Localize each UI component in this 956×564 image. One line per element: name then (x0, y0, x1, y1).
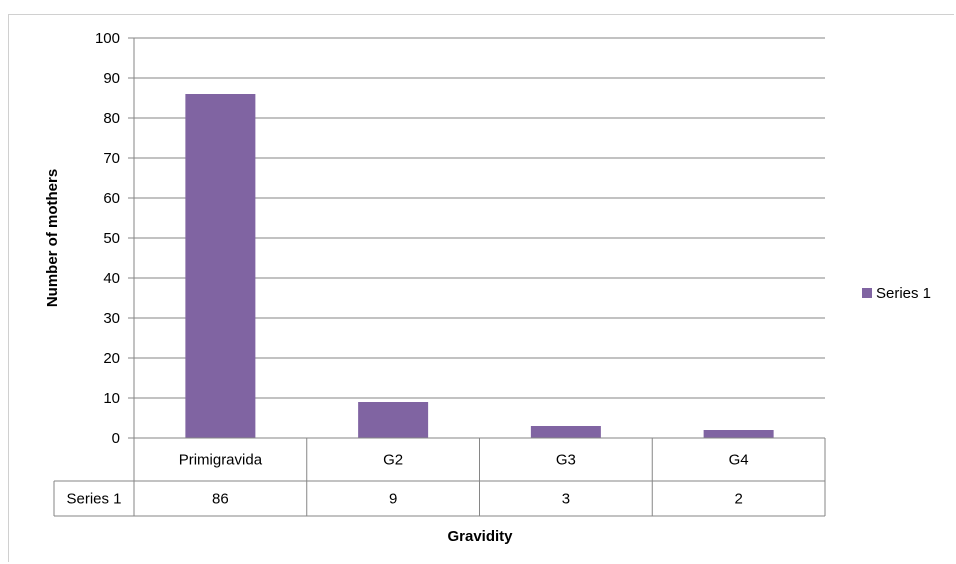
table-value: 3 (562, 491, 570, 508)
legend: Series 1 (862, 285, 931, 302)
y-tick-label: 80 (103, 110, 120, 127)
x-category-label: G2 (383, 452, 403, 469)
table-row-label: Series 1 (66, 491, 121, 508)
chart-frame (8, 14, 954, 562)
y-tick-label: 60 (103, 190, 120, 207)
y-tick-label: 40 (103, 270, 120, 287)
y-tick-label: 50 (103, 230, 120, 247)
x-category-label: Primigravida (179, 452, 263, 469)
table-value: 86 (212, 491, 229, 508)
x-axis-title: Gravidity (447, 528, 513, 545)
bars (185, 94, 774, 438)
table-value: 9 (389, 491, 397, 508)
bar (185, 94, 256, 438)
legend-swatch (862, 288, 872, 298)
y-tick-label: 100 (95, 30, 120, 47)
y-tick-label: 0 (112, 430, 120, 447)
bar (530, 426, 601, 438)
data-table: Primigravida 86 G2 9 G3 3 G4 2 Series 1 (53, 437, 826, 517)
y-tick-label: 70 (103, 150, 120, 167)
x-category-label: G3 (556, 452, 576, 469)
table-value: 2 (734, 491, 742, 508)
y-tick-label: 10 (103, 390, 120, 407)
bar (703, 430, 774, 438)
bar (358, 402, 429, 438)
legend-label: Series 1 (876, 285, 931, 302)
y-tick-labels: 0 10 20 30 40 50 60 70 80 90 100 (95, 30, 120, 447)
y-tick-label: 90 (103, 70, 120, 87)
y-axis-title: Number of mothers (44, 169, 61, 307)
y-tick-label: 20 (103, 350, 120, 367)
y-tick-label: 30 (103, 310, 120, 327)
gridlines (128, 37, 825, 439)
x-category-label: G4 (729, 452, 749, 469)
